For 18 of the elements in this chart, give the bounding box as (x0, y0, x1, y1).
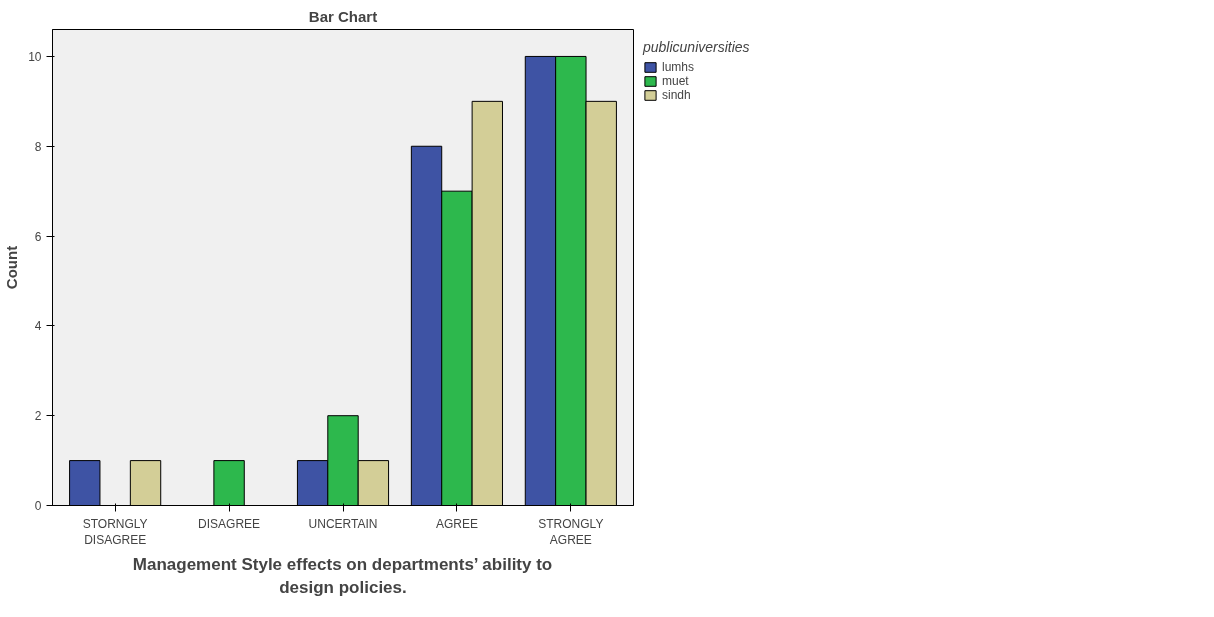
y-tick-label: 10 (28, 49, 42, 64)
legend-title: publicuniversities (643, 39, 750, 55)
x-tick-label: DISAGREE (198, 516, 261, 531)
chart-title: Bar Chart (308, 7, 378, 25)
y-tick-label: 6 (34, 229, 42, 244)
legend-label: muet (662, 74, 689, 88)
y-tick-label: 4 (34, 319, 42, 334)
x-tick-label: UNCERTAIN (308, 516, 378, 531)
x-tick-label: AGREE (435, 516, 478, 531)
legend-label: sindh (662, 88, 691, 102)
x-axis-title: Management Style effects on departments’ ability to design policies. (132, 555, 553, 598)
y-tick-label: 8 (34, 139, 42, 154)
y-tick-label: 2 (34, 409, 42, 424)
x-tick-label: STORNGLY DISAGREE (82, 516, 148, 548)
y-tick-label: 0 (34, 499, 42, 513)
legend-label: lumhs (662, 60, 695, 74)
x-tick-label: STRONGLY AGREE (538, 516, 604, 548)
y-axis-title: Count (3, 245, 21, 290)
